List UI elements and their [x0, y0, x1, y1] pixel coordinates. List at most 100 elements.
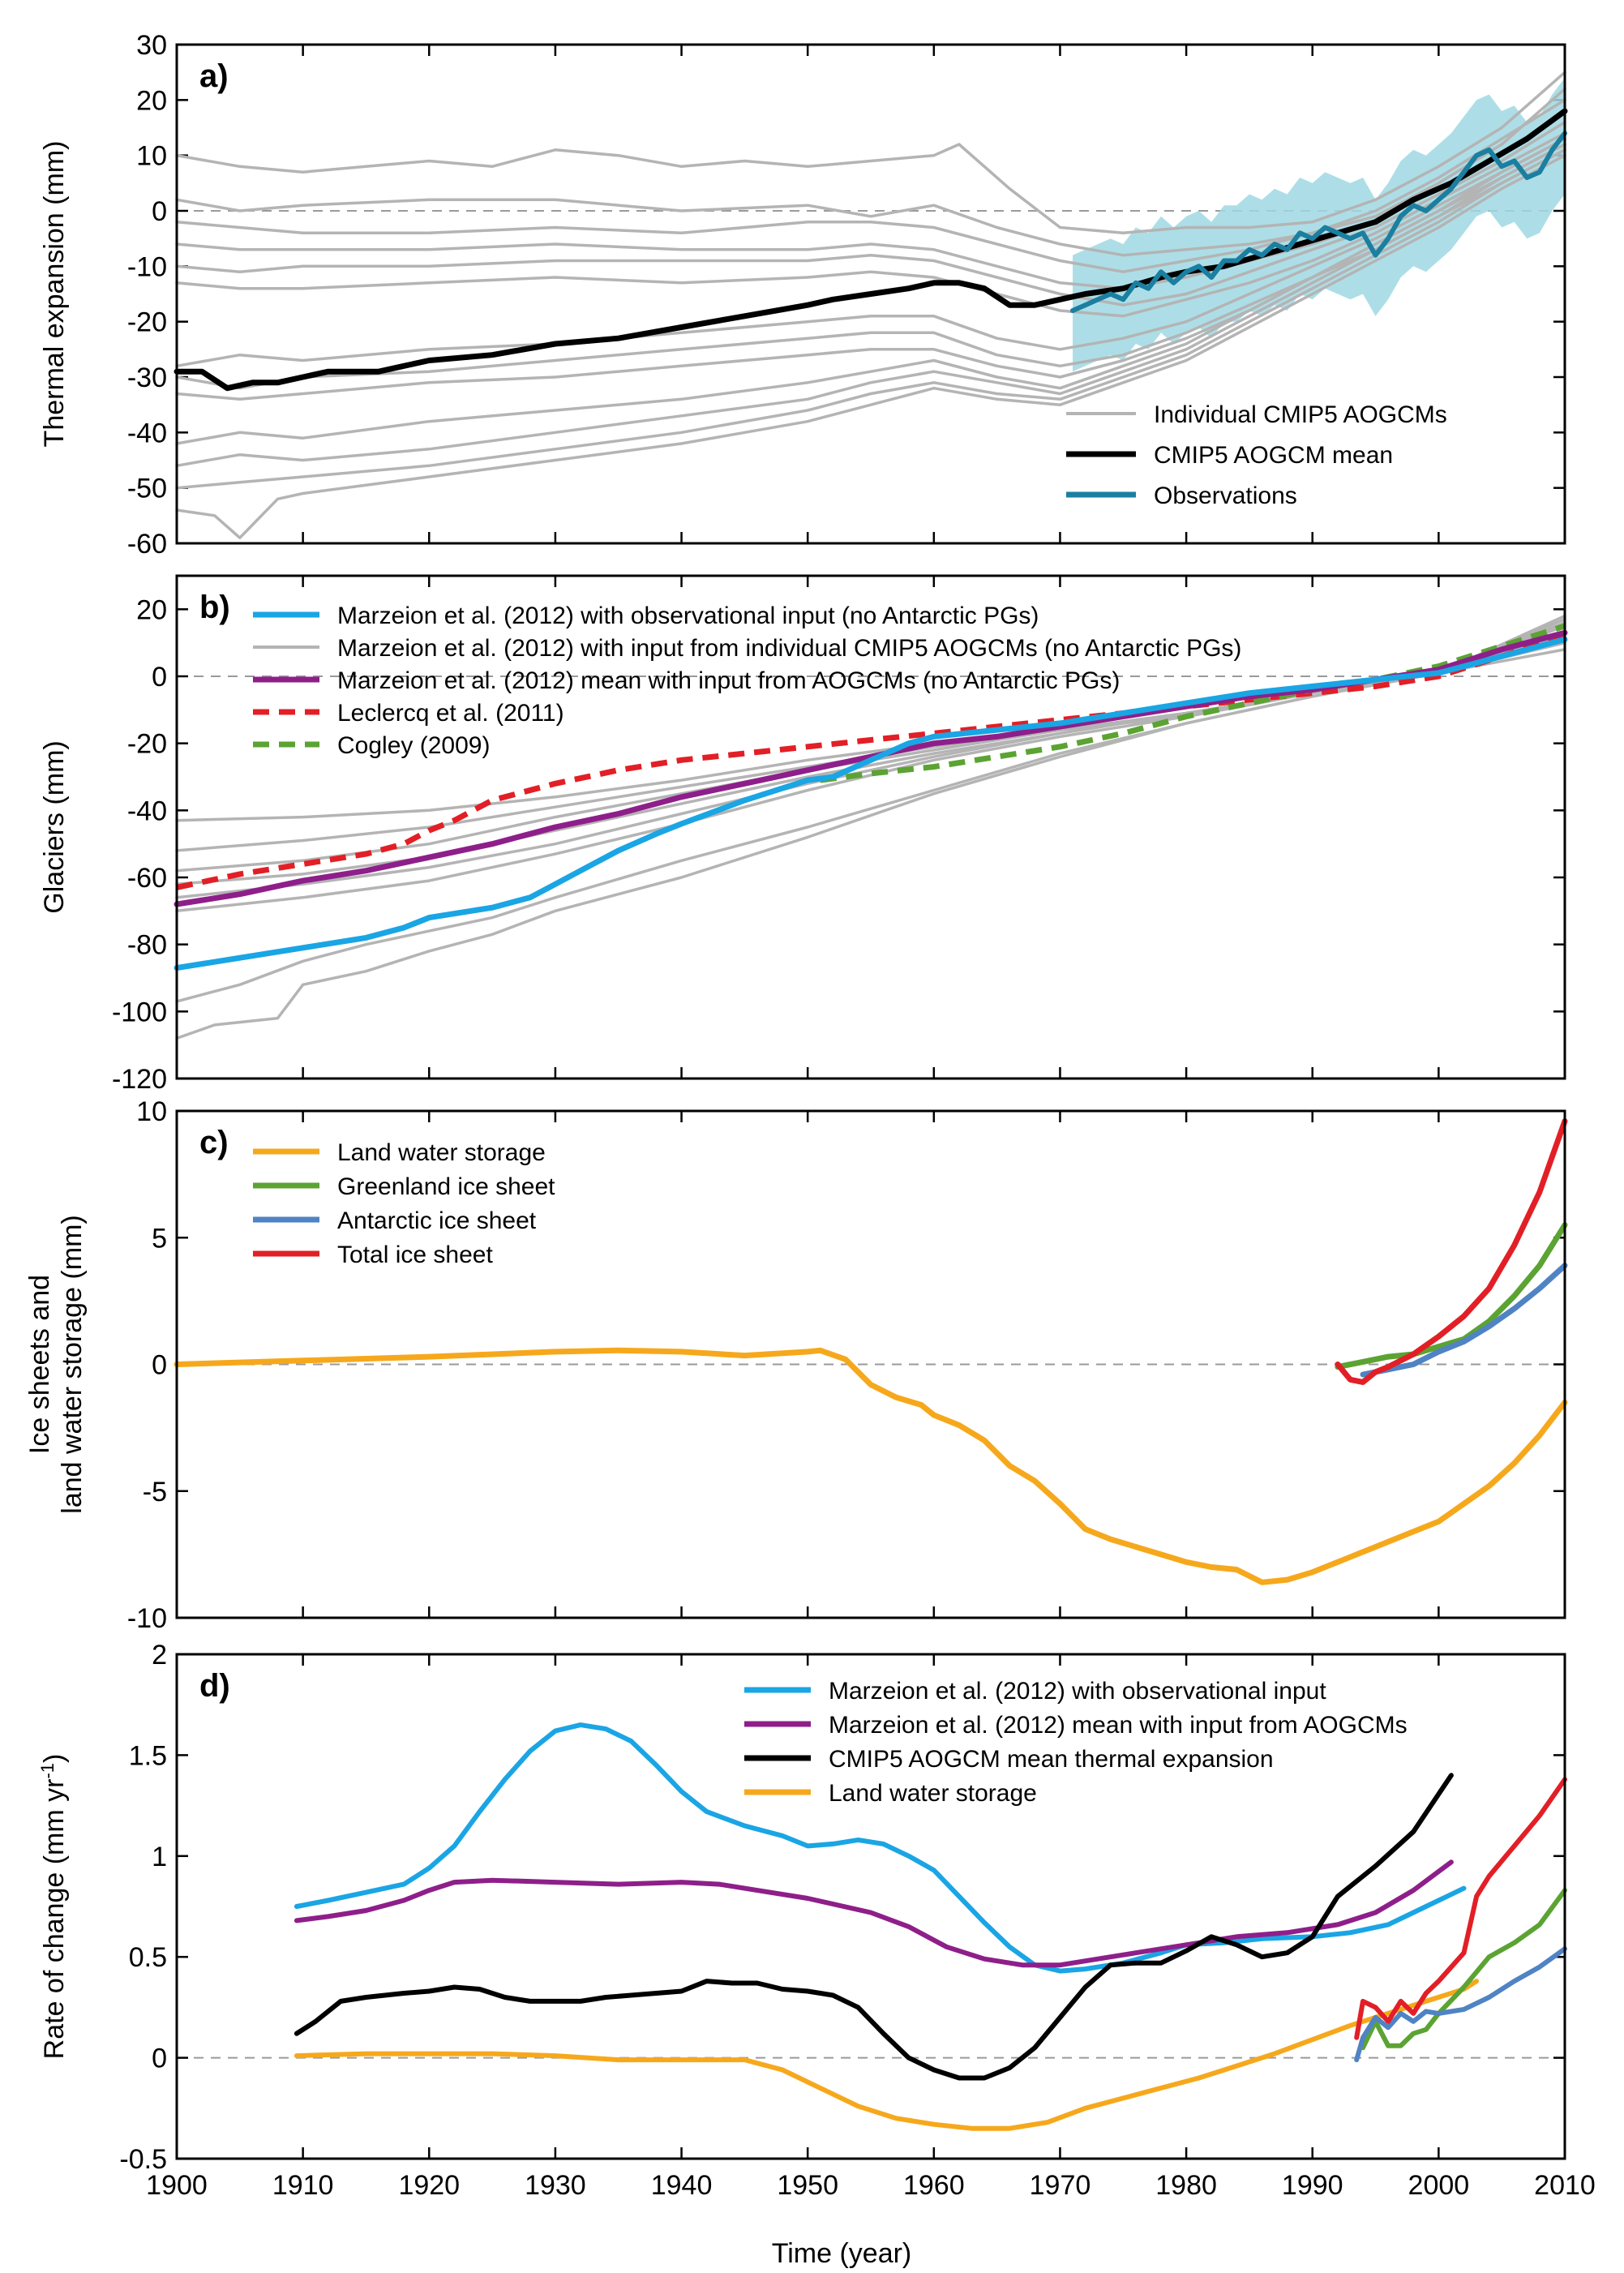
y-tick-label: -120 — [112, 1064, 167, 1095]
legend-label: Marzeion et al. (2012) with observationa… — [829, 1678, 1326, 1705]
cmip5-model-line — [175, 153, 1566, 539]
y-tick-label: -20 — [127, 307, 167, 338]
legend-label: Marzeion et al. (2012) mean with input f… — [829, 1712, 1408, 1739]
plot-frame — [175, 1109, 1566, 1619]
legend-label: Leclercq et al. (2011) — [337, 700, 564, 727]
y-tick-label: -50 — [127, 474, 167, 504]
legend: Individual CMIP5 AOGCMs CMIP5 AOGCM mean O… — [1066, 401, 1447, 509]
x-tick-label: 2010 — [1534, 2170, 1596, 2201]
legend-label: CMIP5 AOGCM mean thermal expansion — [829, 1746, 1274, 1773]
panel-b-glaciers: 20 0 -20 -40 -60 -80 -100 -120 Glaciers (mm) b) Ma… — [39, 574, 1568, 1095]
x-tick-label: 1950 — [777, 2170, 838, 2201]
y-tick-label: 0 — [152, 1350, 167, 1381]
y-tick-label: 10 — [136, 1096, 167, 1127]
x-tick-label: 1920 — [398, 2170, 460, 2201]
legend-label: Marzeion et al. (2012) with input from i… — [337, 635, 1241, 662]
y-tick-label: 0 — [152, 196, 167, 227]
leclercq-2011-line — [176, 633, 1566, 890]
legend-label: Observations — [1154, 482, 1297, 509]
cmip5-model-line — [175, 143, 1566, 468]
y-tick-label: -60 — [127, 863, 167, 894]
cmip5-model-line — [175, 120, 1566, 307]
x-tick-label: 1930 — [525, 2170, 586, 2201]
greenland-ice-sheet-line — [1335, 1222, 1568, 1370]
panel-a-thermal-expansion: 30 20 10 0 -10 -20 -30 -40 -50 -60 Thermal expansi… — [39, 30, 1568, 560]
plot-frame — [175, 43, 1566, 545]
land-water-rate-line — [294, 1979, 1480, 2131]
y-tick-label: -60 — [127, 529, 167, 560]
greenland-rate-line — [1360, 1888, 1567, 2051]
legend-label: Total ice sheet — [337, 1242, 493, 1268]
cogley-2009-line — [820, 623, 1566, 783]
legend-label: Greenland ice sheet — [337, 1173, 555, 1200]
y-tick-label: -40 — [127, 796, 167, 826]
x-tick-label: 1960 — [903, 2170, 965, 2201]
y-tick-label: 0.5 — [129, 1942, 167, 1973]
x-tick-label: 2000 — [1408, 2170, 1470, 2201]
legend-label: Antarctic ice sheet — [337, 1207, 537, 1234]
cmip5-model-line — [175, 137, 1566, 445]
x-axis-label: Time (year) — [772, 2238, 912, 2269]
y-tick-label: -80 — [127, 930, 167, 961]
glacier-observational-rate-line — [294, 1722, 1467, 1974]
x-tick-label: 1910 — [272, 2170, 334, 2201]
legend-label: Land water storage — [337, 1139, 546, 1166]
plot-frame — [175, 574, 1566, 1080]
y-tick-label: 1.5 — [129, 1740, 167, 1771]
x-tick-label: 1940 — [651, 2170, 713, 2201]
total-ice-sheet-rate-line — [1354, 1777, 1567, 2040]
y-axis-label: Thermal expansion (mm) — [39, 141, 70, 448]
antarctic-ice-sheet-line — [1360, 1263, 1568, 1378]
y-tick-label: 10 — [136, 141, 167, 172]
x-tick-label: 1970 — [1030, 2170, 1091, 2201]
x-tick-label: 1900 — [146, 2170, 208, 2201]
legend: Land water storage Greenland ice sheet Ant… — [253, 1139, 555, 1268]
y-tick-label: 1 — [152, 1842, 167, 1872]
cmip5-model-line — [175, 71, 1566, 235]
legend-label: Individual CMIP5 AOGCMs — [1154, 401, 1447, 428]
y-axis-label-end: ) — [39, 1754, 70, 1763]
panel-label: c) — [199, 1125, 229, 1160]
y-tick-label: -40 — [127, 418, 167, 448]
observation-uncertainty-band — [1073, 78, 1565, 372]
plot-frame — [175, 1653, 1566, 2160]
y-tick-label: -100 — [112, 997, 167, 1027]
y-axis-label: Glaciers (mm) — [39, 740, 70, 913]
x-tick-label: 1980 — [1155, 2170, 1217, 2201]
glacier-mean-rate-line — [294, 1859, 1454, 1968]
y-tick-label: 0 — [152, 2044, 167, 2074]
legend-label: CMIP5 AOGCM mean — [1154, 442, 1393, 469]
panel-label: a) — [199, 58, 229, 94]
y-tick-label: -10 — [127, 251, 167, 282]
y-axis-label-main: Rate of change (mm yr — [39, 1779, 70, 2060]
observations-line — [1070, 131, 1567, 313]
legend-label: Marzeion et al. (2012) mean with input f… — [337, 667, 1120, 694]
y-tick-label: 20 — [136, 594, 167, 625]
panel-label: d) — [199, 1668, 230, 1704]
cmip5-mean-line — [174, 108, 1568, 392]
glacier-observational-line — [174, 637, 1568, 971]
y-tick-label: -0.5 — [119, 2144, 167, 2175]
thermal-expansion-rate-line — [294, 1773, 1454, 2081]
glacier-model-line — [175, 614, 1566, 1040]
y-tick-label: 2 — [152, 1640, 167, 1670]
antarctic-rate-line — [1354, 1946, 1567, 2063]
cmip5-model-line — [175, 98, 1566, 273]
legend: Marzeion et al. (2012) with observationa… — [253, 603, 1241, 759]
y-tick-label: -20 — [127, 729, 167, 760]
total-ice-sheet-line — [1335, 1118, 1568, 1385]
y-tick-label: -5 — [143, 1477, 167, 1507]
y-axis-label-superscript: -1 — [37, 1763, 58, 1779]
y-tick-label: 0 — [152, 662, 167, 693]
y-axis-label-line1: Ice sheets and — [24, 1275, 55, 1454]
y-tick-label: 5 — [152, 1223, 167, 1254]
cmip5-model-line — [175, 87, 1566, 257]
y-tick-label: -10 — [127, 1603, 167, 1634]
y-tick-label: -30 — [127, 362, 167, 393]
x-tick-label: 1990 — [1282, 2170, 1343, 2201]
cmip5-model-line — [175, 137, 1566, 368]
legend-label: Land water storage — [829, 1780, 1037, 1807]
